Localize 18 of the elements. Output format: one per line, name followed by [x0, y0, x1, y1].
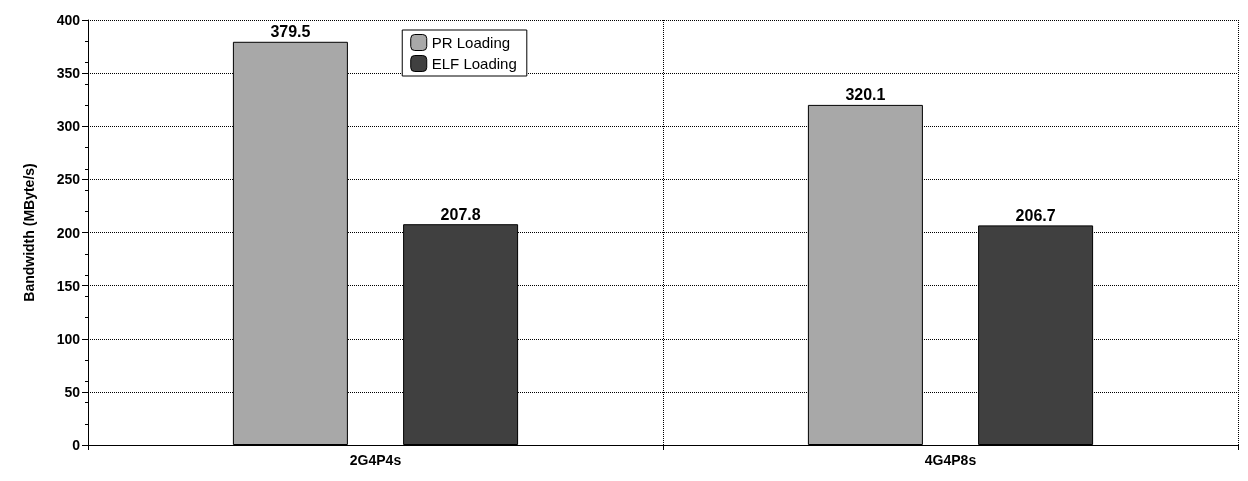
y-tick-label: 50	[64, 383, 81, 400]
data-label: 206.7	[1015, 206, 1056, 224]
legend-label: PR Loading	[431, 34, 511, 51]
y-tick-label: 100	[56, 330, 81, 347]
y-tick-label: 150	[56, 277, 81, 294]
x-tick-label: 2G4P4s	[349, 452, 402, 468]
data-label: 207.8	[440, 205, 481, 223]
y-tick-label: 300	[56, 118, 81, 135]
y-tick-label: 350	[56, 65, 81, 82]
y-tick-label: 200	[56, 224, 81, 241]
data-label: 320.1	[845, 86, 886, 104]
y-tick-label: 400	[56, 12, 81, 28]
x-tick-label: 4G4P8s	[924, 452, 977, 468]
legend-label: ELF Loading	[431, 55, 517, 72]
y-tick-label: 0	[72, 437, 81, 453]
y-tick-label: 250	[56, 171, 81, 188]
y-axis-title: Bandwidth (MByte/s)	[21, 163, 37, 302]
data-label: 379.5	[270, 23, 311, 41]
